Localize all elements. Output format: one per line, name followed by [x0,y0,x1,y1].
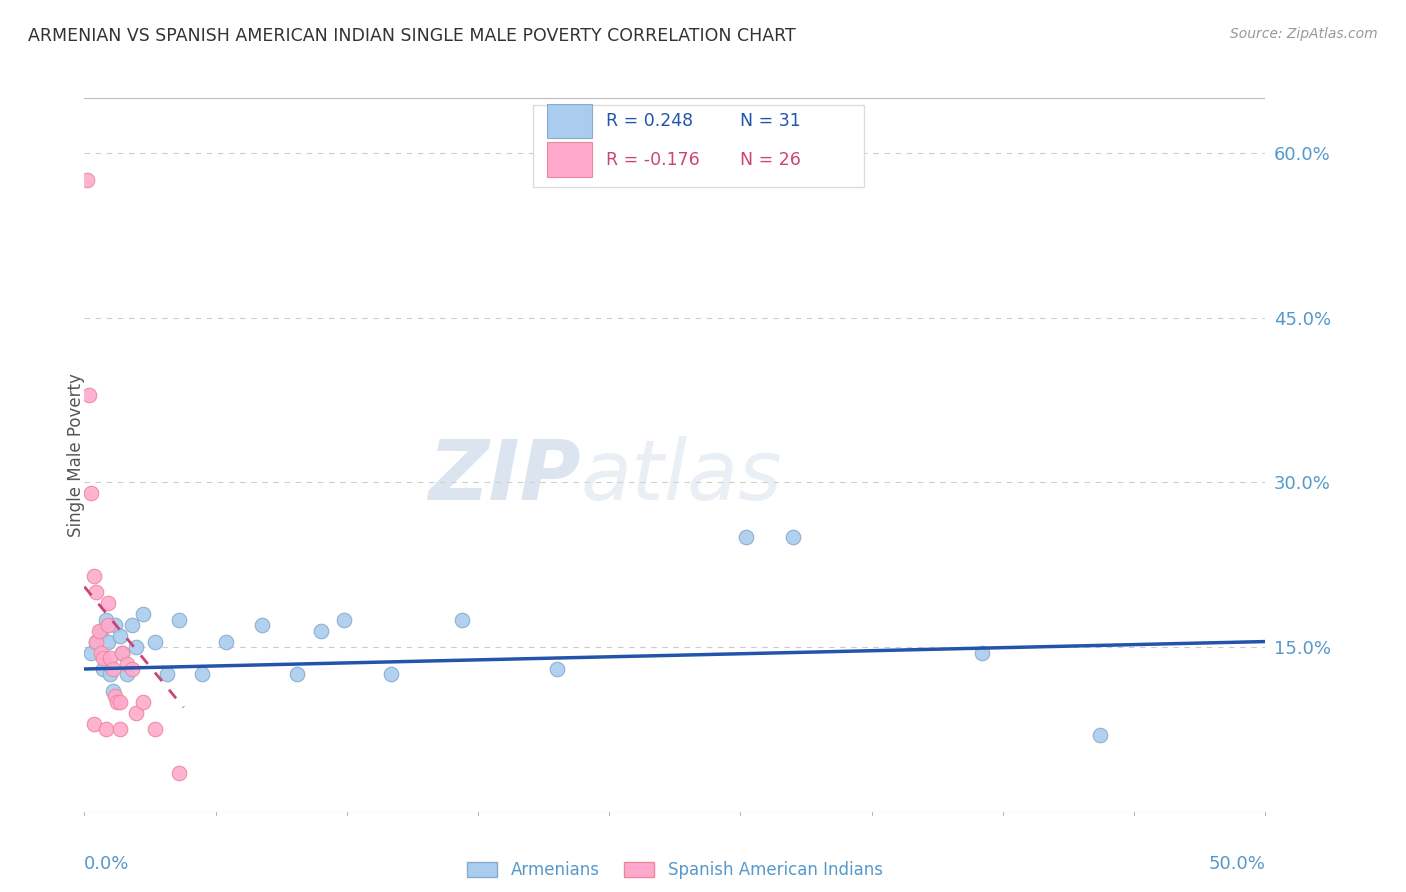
Point [104,690,127,704]
Point [97,596,120,610]
Point [250,618,273,632]
Point [84,585,107,599]
Point [91,662,114,676]
Point [111,646,134,660]
Point [143,723,166,737]
Point [167,613,190,627]
Point [156,667,179,681]
Point [107,695,129,709]
Point [84,634,107,648]
Point [143,634,166,648]
Point [115,657,138,671]
Point [76,173,98,187]
Point [285,667,308,681]
Point [94,613,117,627]
Text: N = 31: N = 31 [740,112,800,130]
Point [108,629,131,643]
Point [101,662,124,676]
Text: 50.0%: 50.0% [1209,855,1265,872]
Point [546,662,568,676]
Point [108,695,131,709]
Point [97,634,120,648]
Point [333,613,356,627]
Bar [547,143,592,177]
Point [98,667,121,681]
Point [132,695,155,709]
Point [132,607,155,621]
Text: atlas: atlas [581,436,782,516]
Point [782,530,804,544]
Point [90,624,112,638]
Point [77,387,100,401]
Point [125,706,148,720]
Point [98,651,121,665]
Bar [547,103,592,138]
Point [215,634,238,648]
Point [87,624,110,638]
Point [91,651,114,665]
Text: R = 0.248: R = 0.248 [606,112,693,130]
Point [121,618,143,632]
Point [970,646,993,660]
Point [101,684,124,698]
Point [83,717,105,731]
Point [121,662,143,676]
Point [90,646,112,660]
Legend: Armenians, Spanish American Indians: Armenians, Spanish American Indians [460,855,890,886]
Point [97,618,120,632]
Point [115,667,138,681]
Point [108,723,131,737]
FancyBboxPatch shape [533,105,863,187]
Point [84,634,107,648]
Text: ZIP: ZIP [427,436,581,516]
Point [80,646,103,660]
Y-axis label: Single Male Poverty: Single Male Poverty [67,373,84,537]
Point [380,667,402,681]
Point [80,486,103,500]
Text: N = 26: N = 26 [740,151,800,169]
Point [734,530,756,544]
Point [191,667,214,681]
Text: Source: ZipAtlas.com: Source: ZipAtlas.com [1230,27,1378,41]
Text: ARMENIAN VS SPANISH AMERICAN INDIAN SINGLE MALE POVERTY CORRELATION CHART: ARMENIAN VS SPANISH AMERICAN INDIAN SING… [28,27,796,45]
Text: R = -0.176: R = -0.176 [606,151,700,169]
Point [111,646,134,660]
Point [167,766,190,780]
Point [451,613,474,627]
Point [1088,728,1111,742]
Text: 0.0%: 0.0% [84,855,129,872]
Point [104,618,127,632]
Point [94,723,117,737]
Point [125,640,148,654]
Point [309,624,332,638]
Point [83,568,105,582]
